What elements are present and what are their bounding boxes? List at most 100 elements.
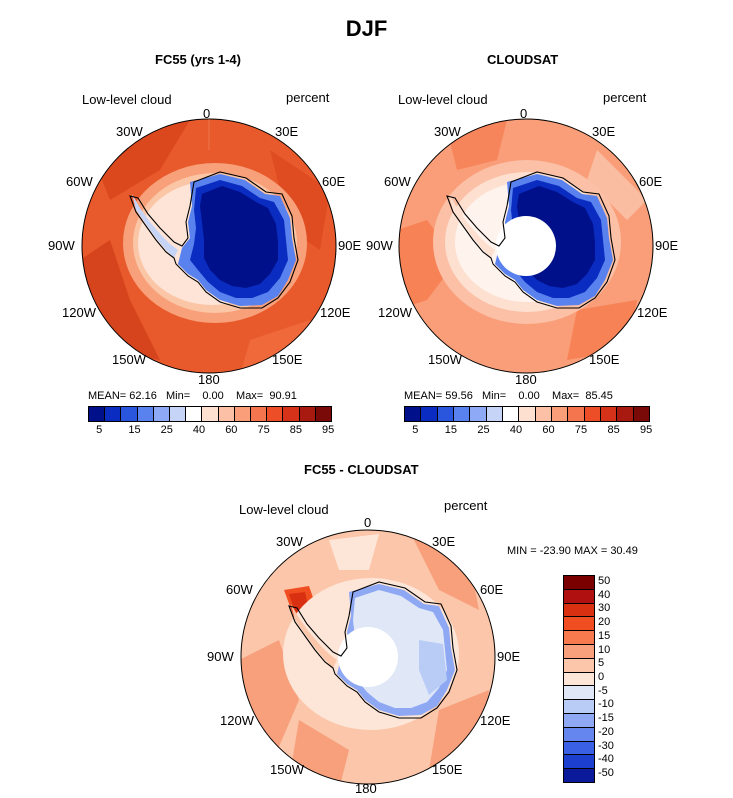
colorbar-swatch [453,407,471,421]
colorbar-swatch [186,407,203,421]
p3-lon-90w: 90W [207,649,234,664]
colorbar-swatch [121,407,138,421]
colorbar-tick-label: 15 [128,424,141,436]
p3-lon-180: 180 [355,781,377,796]
p1-mean-value: 62.16 [129,390,157,402]
p3-colorbar-ticks: 50 40 30 20 15 10 5 0 -5 -10 -15 -20 -30 -40 -50 [598,575,638,781]
colorbar-swatch [283,407,300,421]
p2-lon-60e: 60E [639,174,663,189]
colorbar-swatch [564,713,594,728]
colorbar-swatch [617,407,634,421]
panel-obs-field-label: Low-level cloud [398,92,488,107]
colorbar-swatch [89,407,106,421]
polar-map-model [81,118,337,374]
p3-lon-60e: 60E [480,582,504,597]
colorbar-swatch [564,589,594,604]
colorbar-swatch [535,407,552,421]
p2-max-label: Max= [552,390,580,402]
colorbar-tick-label: 85 [607,424,620,436]
colorbar-swatch [137,407,154,421]
p1-min-value: 0.00 [202,390,224,402]
colorbar-tick-label: 20 [598,616,611,629]
p1-lon-60e: 60E [322,174,346,189]
colorbar-swatch [564,603,594,618]
polar-map-diff [240,529,496,785]
p1-lon-150e: 150E [272,352,303,367]
p2-lon-90w: 90W [366,238,393,253]
colorbar-tick-label: 50 [598,574,611,587]
colorbar-tick-label: -20 [598,725,614,738]
colorbar-tick-label: 60 [225,424,238,436]
p1-colorbar [88,406,332,422]
colorbar-swatch [568,407,585,421]
p3-lon-30e: 30E [432,534,456,549]
p2-mean-label: MEAN= [404,390,443,402]
colorbar-swatch [564,672,594,687]
colorbar-swatch [234,407,252,421]
colorbar-swatch [153,407,171,421]
colorbar-tick-label: 5 [412,424,419,436]
p2-min-label: Min= [481,390,507,402]
p2-colorbar [404,406,650,422]
colorbar-swatch [105,407,122,421]
p1-lon-90e: 90E [338,238,362,253]
colorbar-tick-label: -40 [598,753,614,766]
p2-lon-30e: 30E [592,124,616,139]
colorbar-tick-label: 40 [509,424,523,436]
p1-lon-180: 180 [198,372,220,387]
colorbar-tick-label: 10 [598,643,611,656]
p2-lon-180: 180 [515,372,537,387]
colorbar-swatch [437,407,454,421]
colorbar-swatch [486,407,503,421]
colorbar-tick-label: 15 [444,424,458,436]
p3-lon-150w: 150W [270,762,304,777]
colorbar-tick-label: 85 [289,424,302,436]
p1-lon-0: 0 [203,106,211,121]
colorbar-tick-label: 60 [542,424,555,436]
colorbar-tick-label: 40 [598,588,611,601]
colorbar-tick-label: 95 [640,424,653,436]
panel-title-obs: CLOUDSAT [487,52,559,67]
colorbar-swatch [519,407,536,421]
p1-lon-90w: 90W [48,238,75,253]
p3-lon-90e: 90E [497,649,521,664]
colorbar-swatch [564,700,594,714]
colorbar-tick-label: 75 [257,424,270,436]
p1-lon-60w: 60W [66,174,93,189]
colorbar-swatch [202,407,219,421]
p3-lon-0: 0 [364,515,372,530]
colorbar-swatch [564,727,594,742]
panel-title-diff: FC55 - CLOUDSAT [304,462,419,477]
colorbar-swatch [170,407,187,421]
colorbar-tick-label: 0 [598,671,605,683]
p2-max-value: 85.45 [585,390,613,402]
colorbar-tick-label: 95 [322,424,335,436]
colorbar-tick-label: -30 [598,739,614,752]
panel-model-field-label: Low-level cloud [82,92,172,107]
colorbar-swatch [251,407,268,421]
colorbar-swatch [564,658,594,673]
colorbar-swatch [600,407,618,421]
colorbar-swatch [470,407,487,421]
colorbar-swatch [267,407,284,421]
p3-lon-120w: 120W [220,713,254,728]
panel-title-model: FC55 (yrs 1-4) [155,52,241,67]
colorbar-tick-label: -15 [598,712,614,725]
colorbar-tick-label: -5 [598,684,608,697]
panel-diff-units-label: percent [444,498,488,513]
colorbar-swatch [564,617,594,632]
colorbar-tick-label: 75 [574,424,588,436]
colorbar-swatch [633,407,649,421]
p3-lon-60w: 60W [226,582,253,597]
p3-lon-120e: 120E [480,713,511,728]
p2-min-value: 0.00 [518,390,540,402]
colorbar-swatch [405,407,422,421]
p2-lon-60w: 60W [384,174,411,189]
p3-lon-150e: 150E [432,762,463,777]
colorbar-swatch [315,407,332,421]
colorbar-swatch [551,407,569,421]
colorbar-tick-label: 25 [160,424,173,436]
p1-lon-120w: 120W [62,305,96,320]
colorbar-tick-label: 15 [598,629,611,642]
colorbar-swatch [584,407,601,421]
